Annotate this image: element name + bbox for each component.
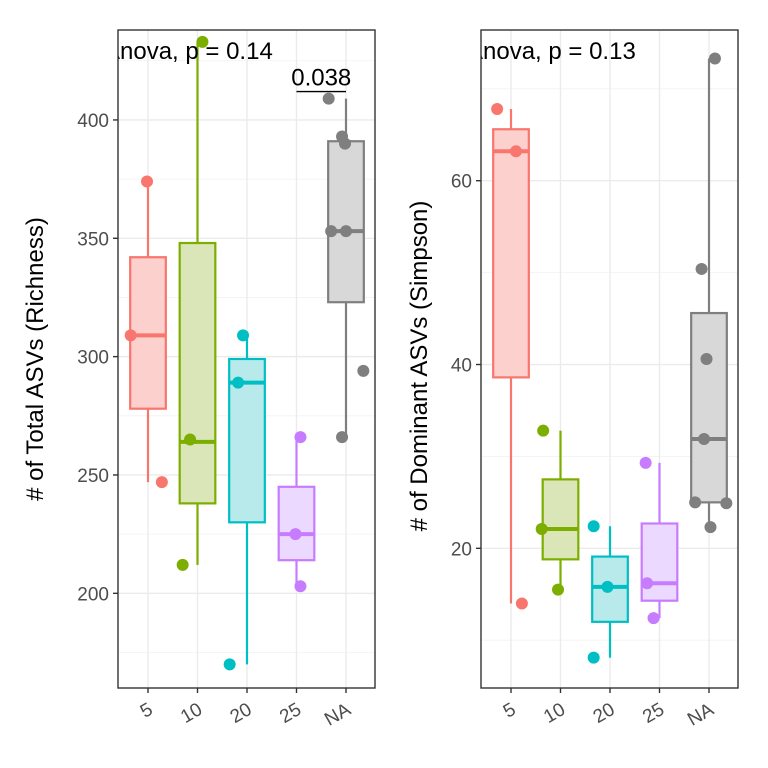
y-axis-title: # of Dominant ASVs (Simpson): [406, 201, 433, 532]
data-point-NA: [340, 225, 352, 237]
box-10: [543, 479, 579, 559]
y-tick-label: 250: [77, 466, 109, 487]
y-tick-label: 400: [77, 111, 109, 132]
anova-annotation: Anova, p = 0.14: [104, 38, 273, 65]
box-25: [279, 487, 315, 560]
comparison-p-value: 0.038: [291, 65, 351, 92]
data-point-5: [491, 103, 503, 115]
data-point-NA: [325, 225, 337, 237]
box-NA: [328, 141, 364, 302]
data-point-NA: [336, 431, 348, 443]
data-point-25: [290, 528, 302, 540]
box-5: [493, 129, 529, 377]
data-point-25: [640, 457, 652, 469]
data-point-10: [552, 584, 564, 596]
data-point-5: [156, 476, 168, 488]
data-point-5: [516, 597, 528, 609]
data-point-25: [641, 577, 653, 589]
data-point-5: [141, 175, 153, 187]
data-point-5: [125, 329, 137, 341]
data-point-20: [237, 329, 249, 341]
data-point-NA: [720, 497, 732, 509]
data-point-20: [588, 520, 600, 532]
data-point-25: [294, 431, 306, 443]
anova-annotation: Anova, p = 0.13: [467, 38, 636, 65]
data-point-NA: [689, 496, 701, 508]
data-point-10: [177, 559, 189, 571]
data-point-NA: [357, 365, 369, 377]
data-point-NA: [323, 93, 335, 105]
data-point-NA: [696, 263, 708, 275]
data-point-5: [510, 145, 522, 157]
data-point-20: [602, 581, 614, 593]
y-tick-label: 40: [451, 356, 472, 377]
y-axis-title: # of Total ASVs (Richness): [22, 217, 49, 501]
y-tick-label: 300: [77, 348, 109, 369]
data-point-NA: [339, 138, 351, 150]
data-point-10: [536, 523, 548, 535]
data-point-25: [648, 612, 660, 624]
data-point-NA: [709, 52, 721, 64]
y-tick-label: 200: [77, 584, 109, 605]
data-point-20: [232, 377, 244, 389]
data-point-20: [588, 652, 600, 664]
data-point-NA: [704, 521, 716, 533]
data-point-10: [184, 433, 196, 445]
data-point-20: [224, 658, 236, 670]
data-point-25: [294, 580, 306, 592]
y-tick-label: 60: [451, 172, 472, 193]
data-point-NA: [698, 433, 710, 445]
box-10: [180, 243, 216, 503]
y-tick-label: 20: [451, 539, 472, 560]
y-tick-label: 350: [77, 229, 109, 250]
data-point-NA: [701, 353, 713, 365]
data-point-10: [537, 425, 549, 437]
box-NA: [691, 313, 727, 502]
